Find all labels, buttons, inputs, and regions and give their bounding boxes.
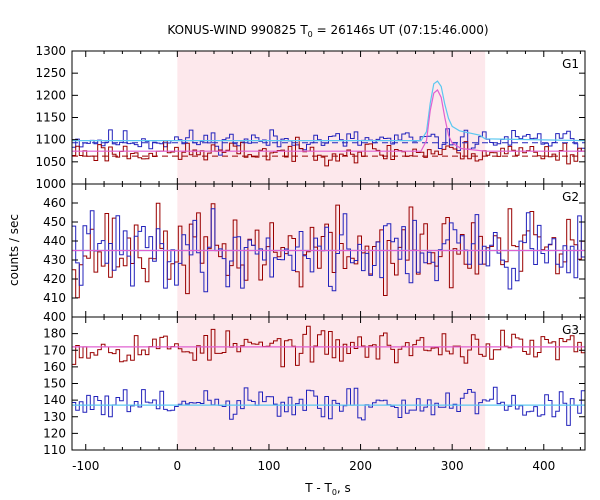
panel-label: G2 — [562, 190, 579, 204]
series-blue-histogram — [72, 208, 585, 293]
y-tick-label: 420 — [43, 272, 66, 286]
x-tick-label: 400 — [532, 459, 555, 473]
x-tick-label: 200 — [349, 459, 372, 473]
x-axis-label: T - T0, s — [304, 481, 351, 497]
chart-title: KONUS-WIND 990825 T0 = 26146s UT (07:15:… — [167, 23, 488, 39]
y-tick-label: 1200 — [35, 88, 66, 102]
series-blue-histogram — [72, 386, 585, 426]
x-tick-label: 300 — [441, 459, 464, 473]
y-tick-label: 1250 — [35, 66, 66, 80]
y-tick-label: 120 — [43, 426, 66, 440]
y-tick-label: 1100 — [35, 133, 66, 147]
series-red-histogram — [72, 325, 585, 368]
y-tick-label: 400 — [43, 310, 66, 324]
y-tick-label: 150 — [43, 377, 66, 391]
y-tick-label: 1150 — [35, 111, 66, 125]
fit-line-cyan — [72, 80, 585, 142]
y-tick-label: 460 — [43, 196, 66, 210]
y-axis-label: counts / sec — [7, 214, 21, 286]
y-tick-label: 1300 — [35, 44, 66, 58]
fit-line-pink — [72, 89, 585, 152]
x-tick-label: 0 — [174, 459, 182, 473]
y-tick-label: 180 — [43, 327, 66, 341]
panel-g2: 400 410 420 430 440 450 460 G2 — [43, 183, 586, 324]
series-blue-histogram — [72, 128, 585, 156]
y-tick-label: 410 — [43, 291, 66, 305]
y-tick-label: 140 — [43, 393, 66, 407]
y-tick-label: 1000 — [35, 177, 66, 191]
panel-g3: 110 120 130 140 150 160 170 180 G3 — [43, 316, 586, 457]
panel-label: G3 — [562, 323, 579, 337]
y-tick-label: 1050 — [35, 155, 66, 169]
panel-label: G1 — [562, 57, 579, 71]
y-tick-label: 430 — [43, 253, 66, 267]
y-tick-label: 440 — [43, 234, 66, 248]
y-tick-label: 130 — [43, 410, 66, 424]
panels-group: 1000105011001150120012501300G14004104204… — [35, 44, 586, 473]
x-tick-label: 100 — [258, 459, 281, 473]
shaded-interval — [177, 51, 486, 184]
panel-g1: 1000 1050 1100 1150 1200 1250 1300 G1 — [35, 44, 586, 191]
y-tick-label: 110 — [43, 443, 66, 457]
y-tick-label: 170 — [43, 343, 66, 357]
y-tick-label: 160 — [43, 360, 66, 374]
x-tick-label: -100 — [72, 459, 99, 473]
y-tick-label: 450 — [43, 215, 66, 229]
shaded-interval — [177, 317, 486, 450]
